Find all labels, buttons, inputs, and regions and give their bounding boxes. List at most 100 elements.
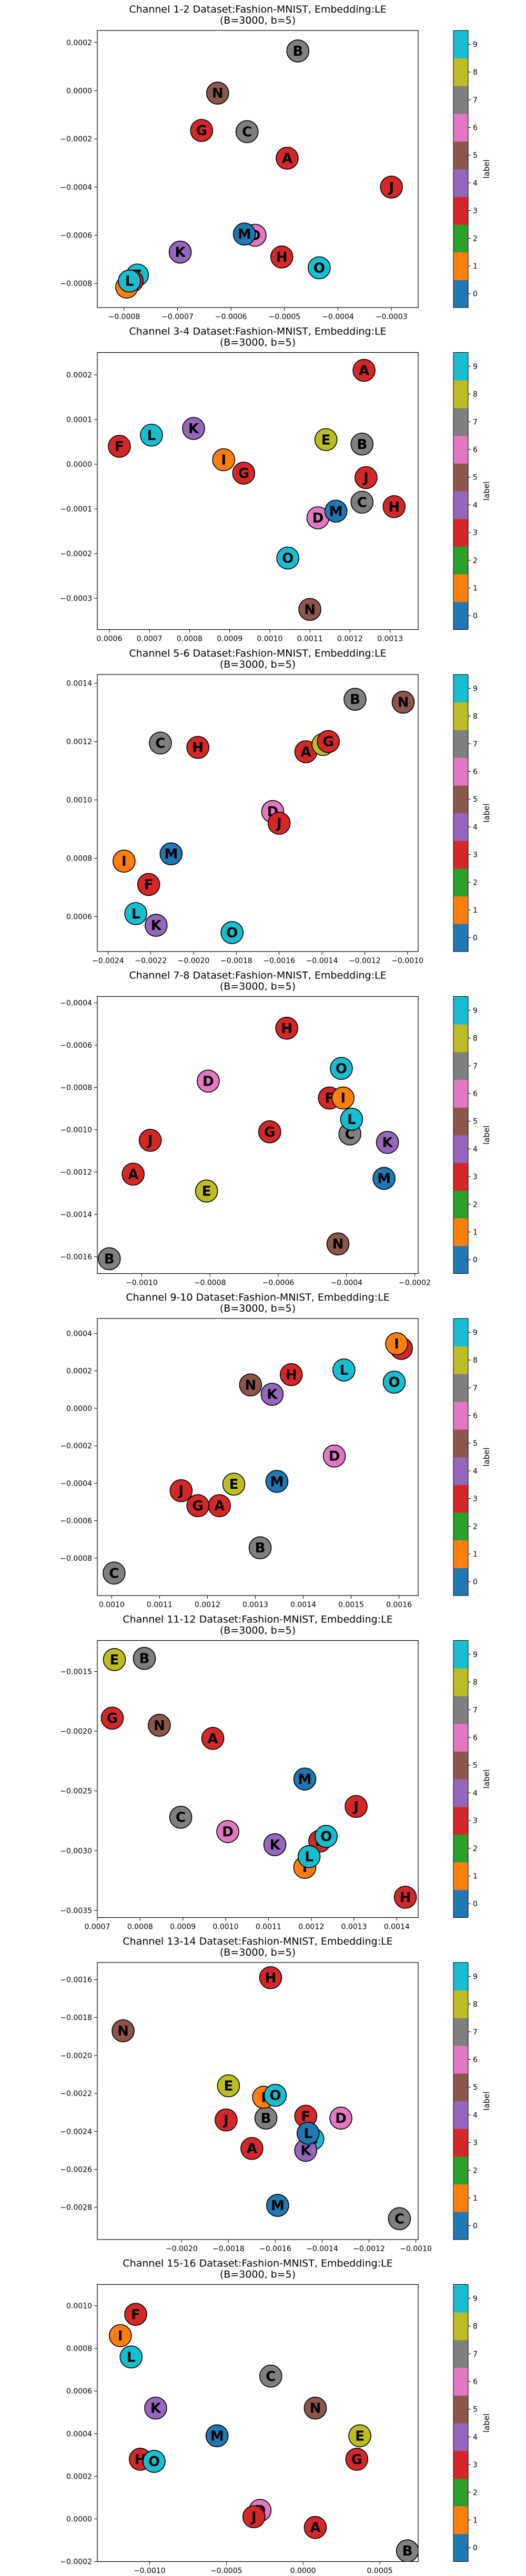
colorbar-frame (453, 996, 469, 1274)
colorbar-swatch (453, 2423, 468, 2451)
colorbar-swatch (453, 2018, 468, 2046)
colorbar-tick-label: 3 (473, 1173, 478, 1181)
colorbar-label: label (482, 2414, 491, 2432)
colorbar-swatch (453, 2533, 468, 2562)
chart-title: Channel 5-6 Dataset:Fashion-MNIST, Embed… (129, 648, 386, 659)
colorbar-swatch (453, 352, 468, 381)
point-marker (143, 2450, 166, 2473)
point-label: E (321, 432, 331, 448)
scatter-point: F (108, 435, 131, 458)
colorbar-frame (453, 352, 469, 630)
scatter-point: D (306, 506, 330, 529)
point-label: E (229, 1477, 239, 1493)
colorbar-swatch (453, 380, 468, 408)
x-tick-label: −0.0007 (161, 313, 194, 321)
point-marker (396, 2539, 418, 2562)
colorbar-tick-label: 8 (473, 1035, 478, 1043)
scatter-panel: Channel 1-2 Dataset:Fashion-MNIST, Embed… (60, 4, 491, 321)
y-tick-label: −0.0012 (60, 1168, 92, 1177)
point-marker (297, 1845, 321, 1868)
scatter-point: B (133, 1647, 156, 1670)
point-marker (138, 1129, 162, 1152)
colorbar-tick-label: 7 (473, 2028, 478, 2037)
colorbar-tick-label: 8 (473, 712, 478, 721)
point-marker (304, 2396, 327, 2420)
colorbar-tick-label: 7 (473, 1384, 478, 1393)
point-marker (182, 417, 205, 440)
x-tick-label: 0.0011 (147, 1601, 173, 1609)
point-label: A (282, 151, 292, 167)
colorbar: 0 1 2 3 4 5 6 7 8 9 label (453, 30, 491, 308)
point-label: B (261, 2111, 271, 2127)
scatter-point: M (324, 499, 348, 523)
point-marker (348, 2424, 371, 2448)
colorbar-swatch (453, 1429, 468, 1457)
point-marker (212, 448, 235, 472)
colorbar-swatch (453, 1540, 468, 1568)
scatter-point: L (118, 269, 141, 293)
scatter-point: C (235, 120, 259, 144)
point-label: C (357, 495, 367, 510)
scatter-panel: Channel 9-10 Dataset:Fashion-MNIST, Embe… (60, 1292, 491, 1609)
point-marker (350, 432, 374, 456)
y-tick-label: −0.0004 (60, 999, 92, 1008)
x-tick-label: −0.0024 (92, 957, 124, 965)
x-tick-label: −0.0004 (330, 1279, 362, 1287)
colorbar-swatch (453, 2506, 468, 2534)
x-tick-label: 0.0009 (170, 1923, 196, 1931)
scatter-point: J (138, 1129, 162, 1152)
point-label: L (132, 906, 140, 922)
colorbar-tick-label: 2 (473, 1201, 478, 1209)
point-label: C (394, 2211, 404, 2227)
point-label: G (351, 2452, 362, 2468)
x-tick-label: −0.0010 (400, 2245, 432, 2253)
colorbar-tick-label: 7 (473, 96, 478, 105)
colorbar-tick-label: 3 (473, 1817, 478, 1825)
scatter-point: J (380, 176, 403, 199)
x-tick-label: −0.0004 (322, 313, 354, 321)
y-tick-label: −0.0026 (60, 2165, 92, 2174)
scatter-point: G (317, 730, 340, 753)
y-tick-label: 0.0000 (66, 2515, 92, 2523)
point-label: K (382, 1135, 393, 1151)
colorbar-swatch (453, 702, 468, 730)
y-tick-label: −0.0030 (60, 1847, 92, 1855)
colorbar-swatch (453, 2367, 468, 2396)
point-marker (186, 1494, 209, 1517)
x-tick-label: −0.0016 (259, 2245, 291, 2253)
point-marker (329, 2107, 352, 2130)
point-marker (267, 812, 291, 835)
point-label: I (302, 1860, 308, 1876)
colorbar-tick-label: 5 (473, 795, 478, 804)
x-tick-label: 0.0013 (377, 635, 403, 643)
x-tick-label: −0.0020 (178, 957, 210, 965)
point-label: G (238, 466, 249, 482)
colorbar-swatch (453, 2046, 468, 2074)
point-label: I (221, 453, 226, 468)
point-label: O (388, 1375, 400, 1391)
point-marker (118, 269, 141, 293)
point-label: K (151, 918, 162, 934)
point-marker (122, 1162, 145, 1186)
point-label: L (127, 2349, 136, 2365)
point-marker (332, 1358, 356, 1382)
point-marker (124, 2303, 147, 2326)
point-marker (265, 1469, 289, 1493)
y-tick-label: −0.0004 (60, 1479, 92, 1488)
point-label: F (144, 877, 154, 893)
colorbar-swatch (453, 252, 468, 280)
colorbar-swatch (453, 1107, 468, 1136)
colorbar-swatch (453, 1374, 468, 1402)
chart-title: Channel 1-2 Dataset:Fashion-MNIST, Embed… (129, 4, 386, 15)
point-marker (324, 499, 348, 523)
scatter-point: O (220, 921, 244, 944)
x-tick-label: 0.0013 (242, 1601, 268, 1609)
scatter-point: M (372, 1167, 396, 1190)
y-tick-label: 0.0002 (66, 2472, 92, 2481)
y-tick-label: 0.0008 (66, 854, 92, 863)
colorbar-tick-label: 8 (473, 391, 478, 399)
point-label: D (329, 1449, 340, 1465)
point-label: H (388, 499, 400, 515)
scatter-point: L (340, 1108, 363, 1131)
